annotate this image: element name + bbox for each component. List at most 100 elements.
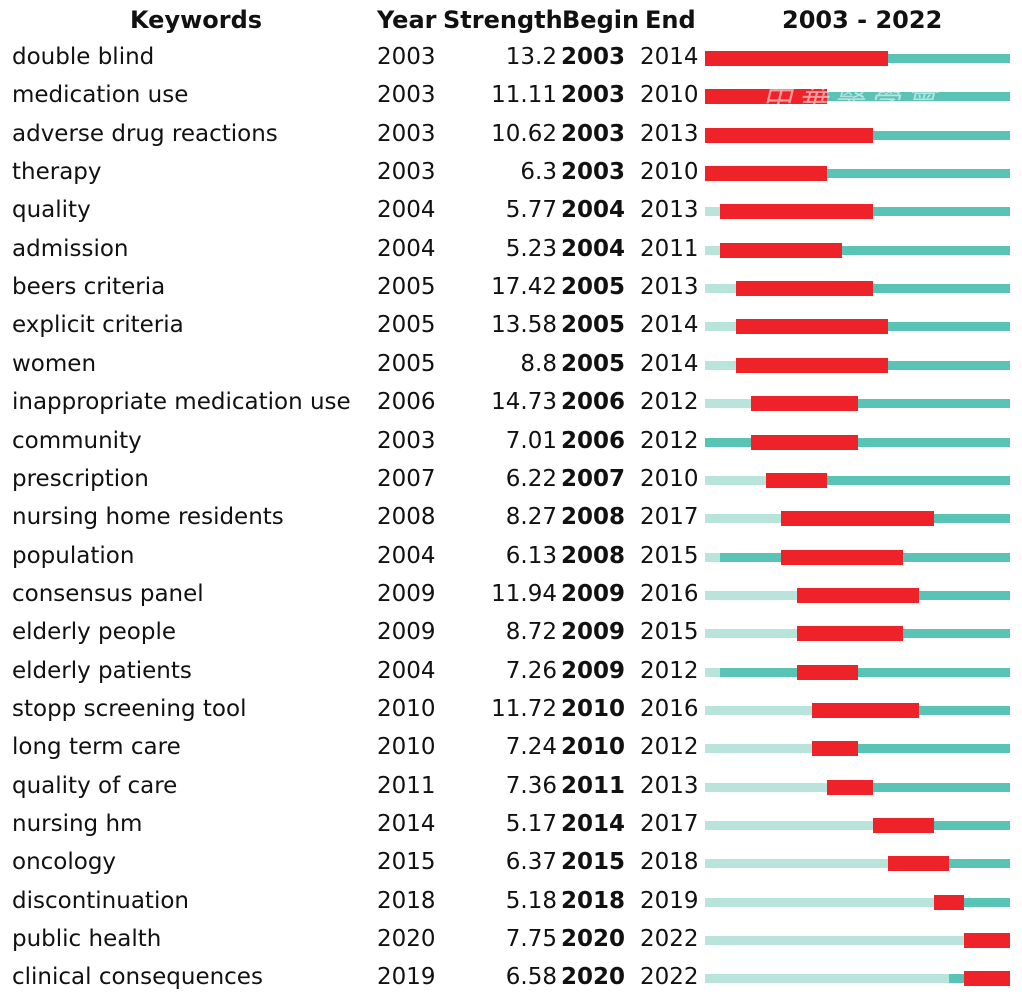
- begin-value: 2010: [561, 695, 626, 722]
- year-value: 2004: [377, 197, 436, 224]
- end-value: 2014: [640, 312, 699, 339]
- end-value: 2017: [640, 504, 699, 531]
- burst-segment: [964, 933, 1010, 949]
- keyword-label: stopp screening tool: [12, 695, 247, 722]
- timeline-before-appearance: [705, 590, 797, 600]
- end-value: 2019: [640, 887, 699, 914]
- timeline-present: [827, 782, 1010, 792]
- timeline-present: [705, 169, 1010, 179]
- table-row: nursing home residents 2008 8.27 2008 2017: [0, 502, 1022, 540]
- timeline-before-appearance: [705, 284, 736, 294]
- strength-value: 7.24: [505, 734, 557, 761]
- timeline-bar: [705, 51, 1010, 66]
- strength-value: 7.36: [505, 772, 557, 799]
- keyword-label: double blind: [12, 44, 155, 70]
- end-value: 2016: [640, 580, 699, 607]
- burst-segment: [720, 242, 843, 258]
- year-value: 2020: [377, 926, 436, 953]
- end-value: 2012: [640, 427, 699, 454]
- strength-value: 11.94: [491, 580, 557, 607]
- timeline-before-appearance: [705, 399, 751, 409]
- year-value: 2018: [377, 887, 436, 914]
- table-row: consensus panel 2009 11.94 2009 2016: [0, 579, 1022, 617]
- burst-segment: [888, 856, 949, 872]
- strength-value: 7.75: [505, 926, 557, 953]
- keyword-label: clinical consequences: [12, 964, 263, 991]
- year-value: 2004: [377, 542, 436, 569]
- year-value: 2009: [377, 619, 436, 646]
- timeline-present: [720, 245, 1010, 255]
- header-end: End: [645, 6, 696, 34]
- year-value: 2003: [377, 427, 436, 454]
- timeline-bar: [705, 587, 1010, 603]
- timeline-before-appearance: [705, 705, 812, 715]
- burst-segment: [781, 549, 904, 565]
- keyword-label: nursing hm: [12, 811, 143, 837]
- timeline-present: [735, 284, 1010, 294]
- timeline-before-appearance: [705, 207, 721, 217]
- burst-segment: [827, 779, 873, 795]
- keyword-label: long term care: [12, 734, 181, 761]
- timeline-present: [766, 475, 1010, 485]
- begin-value: 2018: [561, 887, 626, 914]
- timeline-before-appearance: [705, 322, 736, 332]
- begin-value: 2020: [561, 926, 626, 953]
- end-value: 2014: [640, 44, 699, 70]
- burst-segment: [872, 818, 934, 833]
- strength-value: 8.72: [505, 619, 557, 646]
- timeline-before-appearance: [705, 629, 797, 639]
- table-row: therapy 2003 6.3 2003 2010: [0, 157, 1022, 195]
- keyword-label: therapy: [12, 159, 102, 186]
- timeline-bar: [705, 818, 1010, 833]
- keyword-label: consensus panel: [12, 580, 204, 607]
- strength-value: 10.62: [491, 120, 557, 147]
- keyword-label: inappropriate medication use: [12, 389, 351, 416]
- table-row: oncology 2015 6.37 2015 2018: [0, 847, 1022, 885]
- timeline-before-appearance: [705, 859, 888, 869]
- timeline-before-appearance: [705, 245, 721, 255]
- begin-value: 2009: [561, 657, 626, 684]
- strength-value: 11.11: [491, 82, 557, 109]
- table-row: long term care 2010 7.24 2010 2012: [0, 732, 1022, 770]
- timeline-before-appearance: [705, 897, 934, 907]
- timeline-bar: [705, 511, 1010, 527]
- burst-segment: [705, 127, 873, 143]
- burst-segment: [735, 281, 873, 297]
- end-value: 2010: [640, 159, 699, 186]
- end-value: 2011: [640, 235, 699, 262]
- table-row: women 2005 8.8 2005 2014: [0, 349, 1022, 387]
- begin-value: 2004: [561, 197, 626, 224]
- keyword-label: oncology: [12, 849, 117, 876]
- timeline-bar: [705, 319, 1010, 335]
- timeline-before-appearance: [705, 360, 736, 370]
- burst-segment: [796, 587, 919, 603]
- keyword-label: elderly people: [12, 619, 177, 646]
- begin-value: 2006: [561, 389, 626, 416]
- keyword-label: quality of care: [12, 772, 178, 799]
- table-row: quality of care 2011 7.36 2011 2013: [0, 771, 1022, 809]
- timeline-bar: [705, 472, 1010, 488]
- timeline-bar: [705, 357, 1010, 373]
- strength-value: 13.2: [505, 44, 557, 70]
- table-row: admission 2004 5.23 2004 2011: [0, 234, 1022, 272]
- year-value: 2003: [377, 82, 436, 109]
- timeline-present: [750, 399, 1010, 409]
- end-value: 2016: [640, 695, 699, 722]
- timeline-bar: [705, 894, 1010, 910]
- timeline-before-appearance: [705, 936, 965, 946]
- year-value: 2003: [377, 159, 436, 186]
- begin-value: 2007: [561, 465, 626, 492]
- burst-segment: [720, 204, 873, 220]
- begin-value: 2003: [561, 120, 626, 147]
- burst-segment: [705, 166, 827, 182]
- begin-value: 2011: [561, 772, 626, 799]
- timeline-bar: [705, 741, 1010, 757]
- table-row: elderly patients 2004 7.26 2009 2012: [0, 656, 1022, 694]
- table-row: discontinuation 2018 5.18 2018 2019: [0, 886, 1022, 924]
- header-year: Year: [377, 6, 437, 34]
- begin-value: 2006: [561, 427, 626, 454]
- year-value: 2005: [377, 312, 436, 339]
- year-value: 2019: [377, 964, 436, 991]
- timeline-bar: [705, 626, 1010, 642]
